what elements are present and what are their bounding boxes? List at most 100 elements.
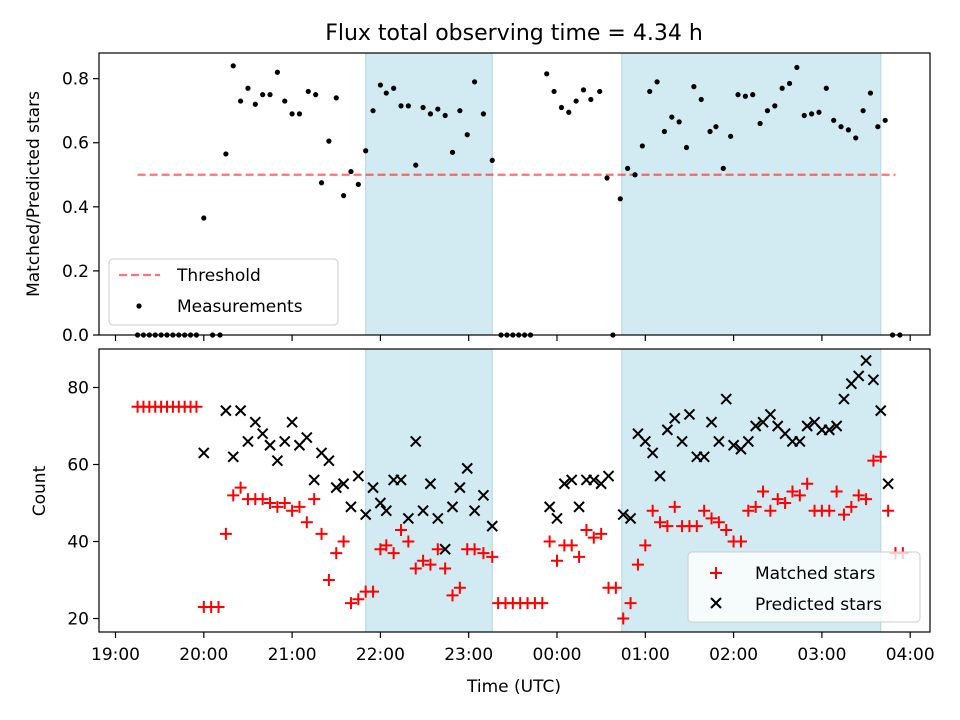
matched-point-32 [352, 593, 365, 606]
measurement-point-43 [435, 106, 441, 112]
x-tick-label-8: 03:00 [797, 645, 846, 665]
measurement-point-91 [794, 64, 800, 71]
matched-point-104 [882, 504, 895, 517]
measurement-point-21 [274, 69, 280, 75]
measurement-point-49 [480, 111, 487, 117]
x-tick-label-1: 20:00 [179, 645, 228, 665]
top-plot-frame [98, 52, 931, 336]
matched-point-92 [793, 489, 806, 502]
predicted-point-31 [439, 543, 451, 555]
matched-point-68 [617, 612, 630, 625]
predicted-point-50 [639, 435, 652, 448]
measurement-point-99 [853, 135, 859, 141]
predicted-point-52 [654, 470, 666, 482]
x-axis-label: Time (UTC) [466, 677, 561, 697]
measurement-point-26 [313, 92, 319, 98]
matched-point-36 [380, 539, 393, 552]
x-tick-label-3: 22:00 [356, 645, 405, 665]
predicted-point-8 [271, 454, 284, 467]
predicted-point-77 [838, 393, 850, 405]
predicted-point-18 [345, 501, 357, 513]
predicted-point-46 [602, 470, 615, 482]
measurement-point-34 [370, 108, 376, 114]
measurement-point-60 [566, 109, 572, 115]
legend-threshold-label: Threshold [176, 266, 261, 286]
predicted-point-44 [588, 474, 600, 486]
predicted-point-61 [720, 393, 732, 405]
predicted-point-1 [220, 404, 232, 417]
bottom-legend-box [687, 551, 921, 623]
predicted-point-9 [279, 435, 291, 448]
matched-point-81 [712, 516, 725, 529]
predicted-point-19 [352, 470, 365, 482]
measurement-point-73 [661, 128, 668, 135]
matched-point-22 [278, 497, 291, 510]
bottom-x-axis: 19:00 20:00 21:00 22:00 23:00 00:00 01:00 02:00… [91, 632, 935, 665]
measurement-point-102 [875, 124, 881, 130]
measurement-point-22 [282, 98, 288, 104]
matched-point-14 [219, 527, 232, 540]
matched-point-21 [271, 500, 284, 513]
x-tick-label-0: 19:00 [91, 645, 140, 665]
measurement-point-67 [617, 196, 623, 202]
shaded-interval-0 [365, 52, 493, 336]
measurement-point-57 [544, 71, 550, 77]
matched-point-91 [786, 485, 799, 498]
measurement-point-41 [420, 104, 426, 111]
matched-point-45 [446, 589, 459, 602]
matched-point-58 [543, 535, 556, 548]
predicted-point-26 [402, 512, 415, 525]
measurement-point-68 [625, 165, 631, 171]
matched-point-89 [771, 493, 784, 506]
matched-point-74 [661, 520, 674, 533]
matched-point-96 [823, 504, 836, 517]
measurement-point-11 [201, 215, 207, 221]
predicted-point-22 [374, 497, 387, 509]
measurement-point-81 [720, 165, 726, 171]
predicted-point-16 [330, 481, 342, 494]
bottom-y-axis: 20 40 60 80 [67, 379, 99, 630]
matched-point-28 [322, 574, 335, 587]
shaded-interval-1 [621, 52, 882, 336]
measurement-point-98 [845, 127, 851, 133]
predicted-point-0 [198, 447, 210, 459]
matched-point-49 [477, 547, 490, 560]
matched-point-86 [749, 500, 762, 513]
measurement-point-30 [341, 193, 347, 199]
predicted-point-28 [417, 505, 429, 517]
top-shaded-intervals [365, 52, 882, 336]
matched-point-25 [300, 516, 313, 529]
measurement-point-35 [377, 82, 383, 88]
predicted-point-82 [875, 404, 887, 417]
predicted-point-33 [454, 481, 466, 494]
measurement-point-23 [289, 111, 295, 117]
matched-point-61 [565, 539, 578, 552]
measurement-point-103 [882, 117, 888, 123]
chart-title: Flux total observing time = 4.34 h [325, 21, 703, 46]
matched-point-63 [580, 523, 593, 536]
matched-point-31 [344, 597, 357, 610]
measurement-point-64 [597, 88, 603, 95]
matched-point-29 [330, 547, 343, 560]
predicted-point-55 [676, 435, 688, 448]
x-tick-label-6: 01:00 [621, 645, 670, 665]
top-data-marks [134, 63, 903, 338]
measurement-point-48 [471, 79, 478, 85]
predicted-point-53 [661, 424, 674, 436]
measurement-point-86 [757, 120, 763, 127]
bottom-panel: 20 40 60 80 19:00 20:00 21:00 22:00 23:00 00:00 0… [30, 348, 935, 697]
measurement-point-33 [363, 148, 369, 154]
measurement-point-36 [383, 90, 389, 96]
predicted-point-51 [646, 447, 659, 459]
matched-point-99 [845, 500, 858, 513]
matched-point-87 [757, 485, 770, 498]
measurement-point-70 [639, 143, 645, 149]
measurement-point-32 [355, 181, 361, 187]
predicted-point-67 [764, 408, 777, 421]
measurement-point-47 [464, 132, 470, 138]
matched-point-70 [631, 558, 644, 571]
predicted-point-64 [742, 435, 755, 448]
predicted-point-58 [698, 451, 710, 463]
matched-point-34 [367, 585, 380, 598]
predicted-point-42 [573, 501, 585, 513]
